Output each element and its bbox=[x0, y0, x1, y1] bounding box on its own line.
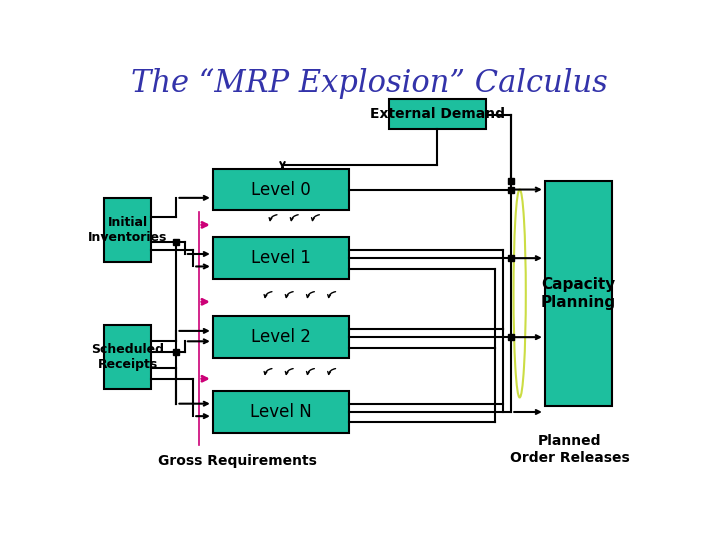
Text: Capacity
Planning: Capacity Planning bbox=[541, 278, 616, 309]
FancyBboxPatch shape bbox=[389, 99, 486, 129]
Text: Level N: Level N bbox=[251, 403, 312, 421]
FancyBboxPatch shape bbox=[213, 316, 349, 358]
FancyBboxPatch shape bbox=[213, 238, 349, 279]
Text: Gross Requirements: Gross Requirements bbox=[158, 454, 318, 468]
FancyBboxPatch shape bbox=[213, 168, 349, 210]
FancyBboxPatch shape bbox=[104, 198, 151, 262]
Text: Level 0: Level 0 bbox=[251, 180, 311, 199]
Text: Level 2: Level 2 bbox=[251, 328, 311, 346]
Text: The “MRP Explosion” Calculus: The “MRP Explosion” Calculus bbox=[130, 68, 608, 99]
FancyBboxPatch shape bbox=[213, 391, 349, 433]
Text: Planned
Order Releases: Planned Order Releases bbox=[510, 434, 630, 464]
FancyBboxPatch shape bbox=[545, 181, 612, 406]
Text: External Demand: External Demand bbox=[370, 107, 505, 122]
Text: Scheduled
Receipts: Scheduled Receipts bbox=[91, 343, 164, 371]
FancyBboxPatch shape bbox=[104, 325, 151, 389]
Text: Level 1: Level 1 bbox=[251, 249, 311, 267]
Text: Initial
Inventories: Initial Inventories bbox=[88, 216, 167, 244]
